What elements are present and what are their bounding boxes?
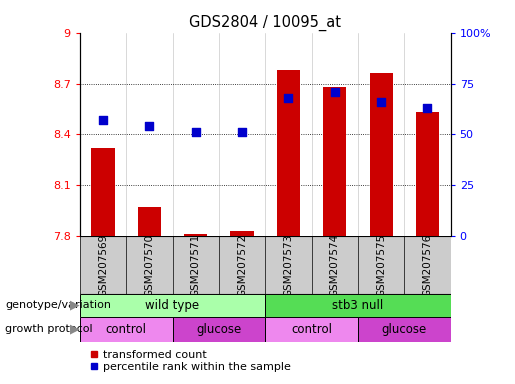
Point xyxy=(423,105,432,111)
Bar xyxy=(173,317,265,342)
Point xyxy=(192,129,200,136)
Bar xyxy=(80,294,265,317)
Text: GSM207572: GSM207572 xyxy=(237,233,247,296)
Text: growth protocol: growth protocol xyxy=(5,324,93,334)
Point xyxy=(284,95,293,101)
Text: control: control xyxy=(106,323,147,336)
Text: ▶: ▶ xyxy=(70,299,79,312)
Bar xyxy=(277,70,300,236)
Bar xyxy=(323,87,346,236)
Text: glucose: glucose xyxy=(382,323,427,336)
Bar xyxy=(265,317,358,342)
Text: GSM207573: GSM207573 xyxy=(283,233,294,296)
Bar xyxy=(358,317,451,342)
Bar xyxy=(369,73,392,236)
Title: GDS2804 / 10095_at: GDS2804 / 10095_at xyxy=(189,15,341,31)
Text: stb3 null: stb3 null xyxy=(332,299,384,312)
Point xyxy=(145,123,153,129)
Bar xyxy=(265,294,451,317)
Text: wild type: wild type xyxy=(145,299,200,312)
Bar xyxy=(92,148,114,236)
Text: ▶: ▶ xyxy=(70,323,79,336)
Text: control: control xyxy=(291,323,332,336)
Bar xyxy=(231,231,253,236)
Text: GSM207575: GSM207575 xyxy=(376,233,386,296)
Point xyxy=(238,129,246,136)
Text: GSM207570: GSM207570 xyxy=(144,233,154,296)
Legend: transformed count, percentile rank within the sample: transformed count, percentile rank withi… xyxy=(85,346,296,377)
Text: GSM207576: GSM207576 xyxy=(422,233,433,296)
Text: GSM207571: GSM207571 xyxy=(191,233,201,296)
Bar xyxy=(80,317,173,342)
Point xyxy=(99,117,107,123)
Text: GSM207569: GSM207569 xyxy=(98,233,108,296)
Bar xyxy=(138,207,161,236)
Point xyxy=(331,89,339,95)
Text: glucose: glucose xyxy=(196,323,242,336)
Text: GSM207574: GSM207574 xyxy=(330,233,340,296)
Point xyxy=(377,99,385,105)
Bar xyxy=(184,235,207,236)
Bar xyxy=(416,113,439,236)
Text: genotype/variation: genotype/variation xyxy=(5,300,111,310)
